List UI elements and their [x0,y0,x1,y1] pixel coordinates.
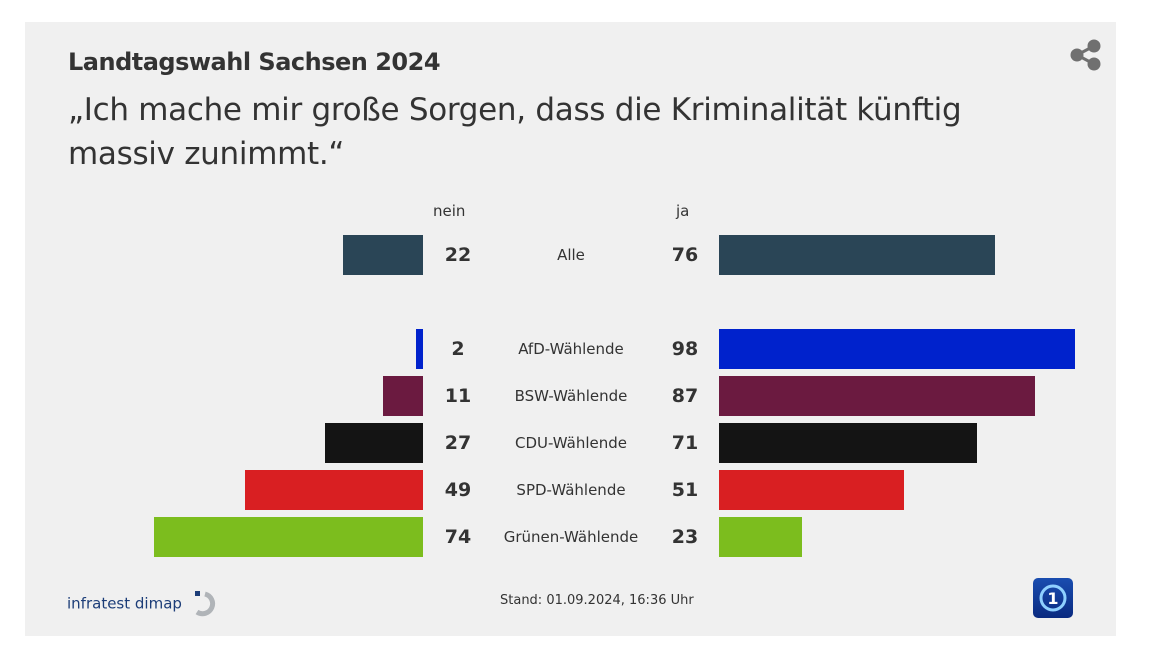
value-ja: 98 [671,338,699,360]
bar-nein [154,517,423,557]
value-nein: 11 [444,385,472,407]
category-label: Grünen-Wählende [503,528,639,546]
value-nein: 22 [444,244,472,266]
nein-header: nein [433,202,466,220]
bar-ja [719,376,1035,416]
bar-ja [719,423,977,463]
value-ja: 71 [671,432,699,454]
svg-text:1: 1 [1047,589,1058,608]
value-ja: 76 [671,244,699,266]
bar-ja [719,470,905,510]
value-nein: 2 [451,338,465,360]
ja-header: ja [676,202,690,220]
value-ja: 87 [671,385,699,407]
category-label: AfD-Wählende [518,340,624,358]
bar-ja [719,329,1075,369]
category-label: Alle [557,246,585,264]
bar-nein [324,423,423,463]
bar-nein [383,376,423,416]
value-ja: 23 [671,526,699,548]
share-icon[interactable] [1068,37,1104,77]
value-nein: 49 [444,479,472,501]
bar-nein [343,235,423,275]
timestamp: Stand: 01.09.2024, 16:36 Uhr [500,593,694,608]
bar-nein [245,470,423,510]
value-nein: 27 [444,432,472,454]
infratest-logo: infratest dimap [67,590,219,618]
source-label: infratest dimap [67,594,182,613]
bar-ja [719,517,803,557]
bar-nein [415,329,423,369]
value-nein: 74 [444,526,472,548]
chart-kicker: Landtagswahl Sachsen 2024 [68,48,441,76]
value-ja: 51 [671,479,699,501]
category-label: SPD-Wählende [516,481,626,499]
category-label: BSW-Wählende [514,387,628,405]
category-label: CDU-Wählende [514,434,628,452]
bar-ja [719,235,995,275]
chart-card: Landtagswahl Sachsen 2024 „Ich mache mir… [25,22,1116,636]
tagesschau-logo-icon: 1 [1033,578,1073,618]
infratest-logo-icon [194,591,215,617]
chart-title: „Ich mache mir große Sorgen, dass die Kr… [68,92,962,172]
